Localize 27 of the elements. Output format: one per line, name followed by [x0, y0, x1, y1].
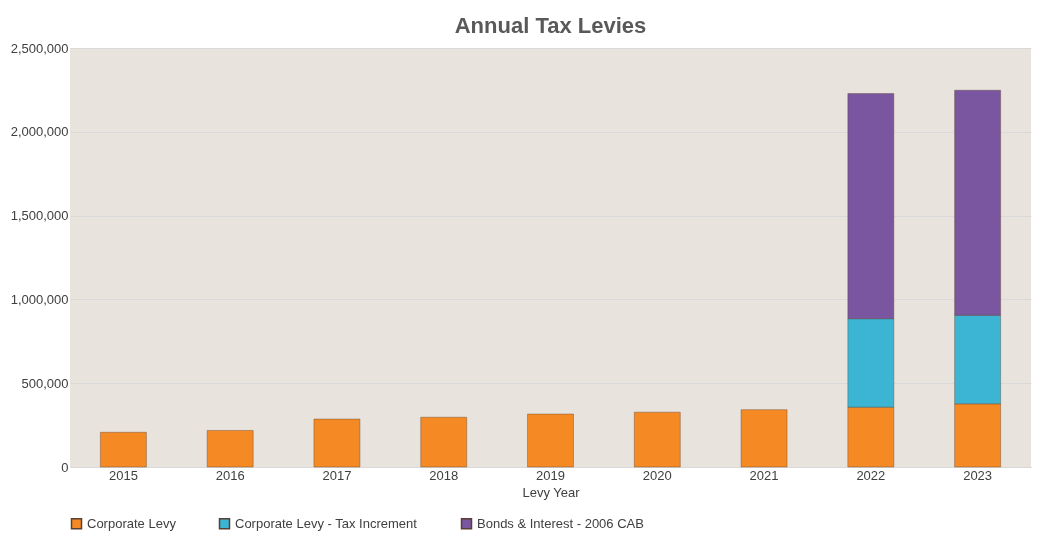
- y-tick-label: 2,000,000: [10, 124, 69, 140]
- x-tick-label: 2019: [536, 467, 565, 483]
- y-tick-label: 2,500,000: [10, 40, 69, 56]
- x-tick-label: 2020: [642, 467, 672, 483]
- x-tick-label: 2018: [429, 467, 459, 483]
- x-tick-label: 2017: [322, 467, 352, 483]
- bar: [420, 416, 468, 468]
- bar: [206, 429, 254, 468]
- bar: [527, 413, 574, 468]
- y-tick-label: 500,000: [21, 375, 69, 391]
- legend-label: Corporate Levy - Tax Increment: [235, 515, 418, 531]
- x-axis-title: Levy Year: [522, 484, 581, 500]
- y-tick-label: 1,500,000: [10, 208, 69, 224]
- x-tick-label: 2015: [108, 467, 138, 483]
- x-tick-label: 2016: [215, 467, 245, 483]
- x-tick-label: 2023: [963, 467, 993, 483]
- y-tick-label: 1,000,000: [10, 291, 69, 307]
- bar: [313, 418, 361, 468]
- legend-label: Bonds & Interest - 2006 CAB: [477, 515, 644, 531]
- legend-label: Corporate Levy: [87, 515, 177, 531]
- x-tick-label: 2022: [856, 467, 886, 483]
- chart-title: Annual Tax Levies: [454, 13, 647, 38]
- x-tick-label: 2021: [749, 467, 779, 483]
- bar: [99, 431, 147, 468]
- y-tick-label: 0: [61, 459, 69, 475]
- bar: [633, 411, 681, 468]
- bar: [740, 409, 788, 468]
